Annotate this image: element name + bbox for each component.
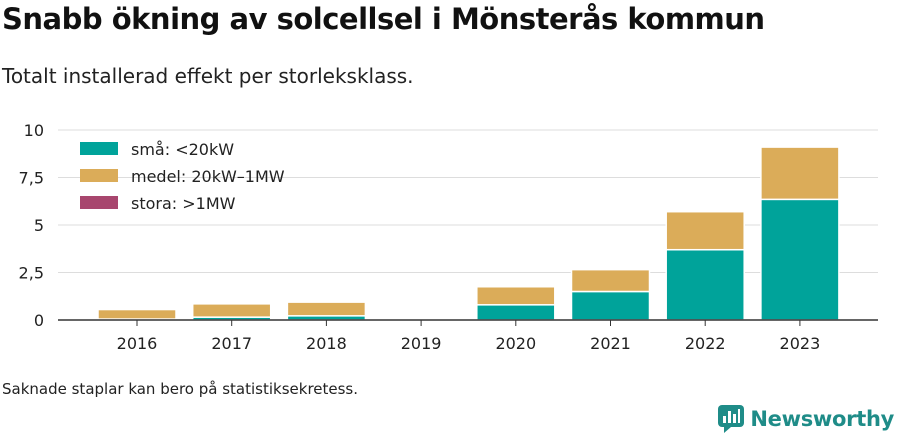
footnote: Saknade staplar kan bero på statistiksek… xyxy=(2,380,359,398)
legend-label: stora: >1MW xyxy=(131,194,236,213)
newsworthy-logo-icon xyxy=(718,405,745,433)
bar-segment xyxy=(760,198,840,321)
bar-segment xyxy=(191,303,272,318)
x-tick-label: 2022 xyxy=(685,334,726,353)
y-tick-label: 7,5 xyxy=(19,169,44,188)
chart-title: Snabb ökning av solcellsel i Mönsterås k… xyxy=(2,2,765,36)
x-tick-label: 2023 xyxy=(780,334,821,353)
y-tick-label: 5 xyxy=(34,216,44,235)
legend-swatch xyxy=(80,169,118,182)
axes: 0 2,5 5 7,5 10 2016 2017 2018 2019 2020 2021 2022 20… xyxy=(19,121,878,353)
bar-segment xyxy=(570,268,651,293)
legend-swatch xyxy=(80,196,118,209)
x-tick-label: 2017 xyxy=(211,334,252,353)
y-tick-label: 0 xyxy=(34,311,44,330)
brand-name: Newsworthy xyxy=(750,407,894,431)
y-tick-label: 10 xyxy=(24,121,44,140)
bar-segment xyxy=(570,290,651,321)
chart-subtitle: Totalt installerad effekt per storlekskl… xyxy=(2,64,414,88)
y-tick-label: 2,5 xyxy=(19,264,44,283)
bar-segment xyxy=(286,301,367,317)
stacked-bar-chart: 0 2,5 5 7,5 10 2016 2017 2018 2019 2020 2021 2022 20… xyxy=(19,121,878,353)
bar-segment xyxy=(760,146,840,201)
x-tick-label: 2018 xyxy=(306,334,347,353)
legend-label: små: <20kW xyxy=(131,140,234,159)
bar-segment xyxy=(476,286,556,306)
bar-segment xyxy=(476,304,556,321)
x-tick-label: 2021 xyxy=(590,334,631,353)
legend-label: medel: 20kW–1MW xyxy=(131,167,285,186)
bar-segment xyxy=(97,308,177,320)
x-tick-label: 2020 xyxy=(495,334,536,353)
bar-segment xyxy=(665,248,745,321)
bar-segment xyxy=(665,210,745,251)
legend: små: <20kW medel: 20kW–1MW stora: >1MW xyxy=(80,140,285,213)
x-tick-label: 2019 xyxy=(401,334,442,353)
brand-logo[interactable]: Newsworthy xyxy=(718,405,894,433)
bars xyxy=(97,146,840,321)
legend-swatch xyxy=(80,142,118,155)
x-tick-label: 2016 xyxy=(117,334,158,353)
